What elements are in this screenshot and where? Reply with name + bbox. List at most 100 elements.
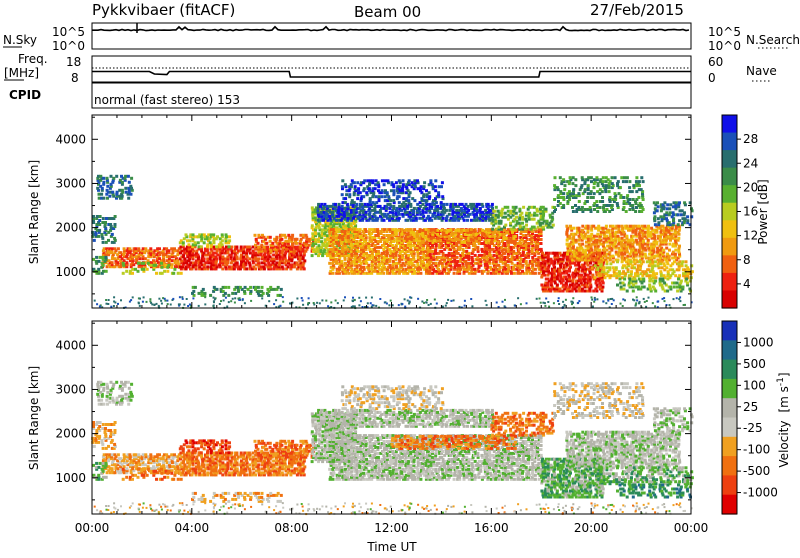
power-cell (412, 233, 415, 236)
power-cell (564, 276, 567, 279)
power-cell (512, 206, 515, 209)
power-cell (363, 187, 366, 190)
power-cell (263, 236, 266, 239)
power-cell (144, 257, 147, 260)
freq-tick-bottom: 8 (71, 71, 79, 85)
power-cell (605, 225, 608, 228)
power-cell (556, 284, 559, 287)
power-cell (368, 187, 371, 190)
power-cell (328, 205, 331, 208)
power-cell (106, 189, 109, 192)
power-cell (125, 261, 128, 264)
power-cell (236, 261, 239, 264)
power-cell (364, 203, 367, 206)
power-cell (401, 213, 404, 216)
power-cell (168, 255, 171, 258)
power-cell (395, 262, 398, 265)
power-cell (239, 286, 242, 289)
power-cell (332, 272, 335, 275)
power-cell (481, 203, 484, 206)
power-cell (514, 235, 517, 238)
power-cell (651, 260, 654, 263)
power-cell (411, 181, 414, 184)
power-cell (395, 181, 398, 184)
power-cell (521, 222, 524, 225)
power-cell (353, 201, 356, 204)
power-cell (398, 217, 401, 220)
power-cell (257, 257, 260, 260)
power-cell (425, 189, 428, 192)
power-cell (515, 216, 518, 219)
power-cell (365, 252, 368, 255)
power-cell (644, 225, 647, 228)
power-cell (588, 276, 591, 279)
power-cell (419, 272, 422, 275)
cpid-text: normal (fast stereo) 153 (94, 93, 240, 107)
power-cell (632, 225, 635, 228)
power-cell (606, 260, 609, 263)
power-cell (311, 206, 314, 209)
power-cell (187, 243, 190, 246)
power-cell (243, 290, 246, 293)
power-cell (653, 264, 656, 267)
power-cell (392, 199, 395, 202)
power-cell (320, 211, 323, 214)
power-cell (395, 207, 398, 210)
power-cell (386, 234, 389, 237)
power-cell (437, 256, 440, 259)
power-cell (344, 201, 347, 204)
power-cell (442, 217, 445, 220)
power-cell (439, 239, 442, 242)
power-cell (112, 177, 115, 180)
power-cell (542, 206, 545, 209)
power-cell (505, 237, 508, 240)
power-cell (391, 237, 394, 240)
power-cell (506, 206, 509, 209)
power-cell (128, 181, 131, 184)
power-cell (668, 249, 671, 252)
power-cell (528, 242, 531, 245)
power-cell (371, 228, 374, 231)
power-cell (209, 241, 212, 244)
power-cell (142, 247, 145, 250)
power-cell (665, 247, 668, 250)
power-cell (281, 265, 284, 268)
power-cell (550, 258, 553, 261)
power-cell (114, 223, 117, 226)
power-cell (182, 241, 185, 244)
power-cell (386, 179, 389, 182)
power-cell (106, 185, 109, 188)
power-cell (105, 270, 108, 273)
power-cell (487, 203, 490, 206)
power-cell (142, 262, 145, 265)
power-cell (242, 255, 245, 258)
power-cell (507, 264, 510, 267)
power-cell (456, 260, 459, 263)
power-cell (466, 219, 469, 222)
power-cell (509, 222, 512, 225)
power-cell (374, 244, 377, 247)
power-cell (377, 189, 380, 192)
power-cell (427, 215, 430, 218)
power-cell (228, 235, 231, 238)
power-cell (608, 229, 611, 232)
power-cell (525, 228, 528, 231)
power-cell (102, 181, 105, 184)
power-cell (111, 191, 114, 194)
power-cell (196, 254, 199, 257)
power-cell (314, 216, 317, 219)
power-cell (474, 262, 477, 265)
power-cell (421, 203, 424, 206)
power-cell (478, 237, 481, 240)
power-cell (355, 240, 358, 243)
power-cell (434, 229, 437, 232)
power-cell (335, 248, 338, 251)
power-cell (451, 231, 454, 234)
power-cell (525, 260, 528, 263)
power-cell (436, 229, 439, 232)
power-cell (638, 260, 641, 263)
power-cell (503, 242, 506, 245)
power-cell (234, 292, 237, 295)
power-cell (192, 233, 195, 236)
power-cell (227, 294, 230, 297)
